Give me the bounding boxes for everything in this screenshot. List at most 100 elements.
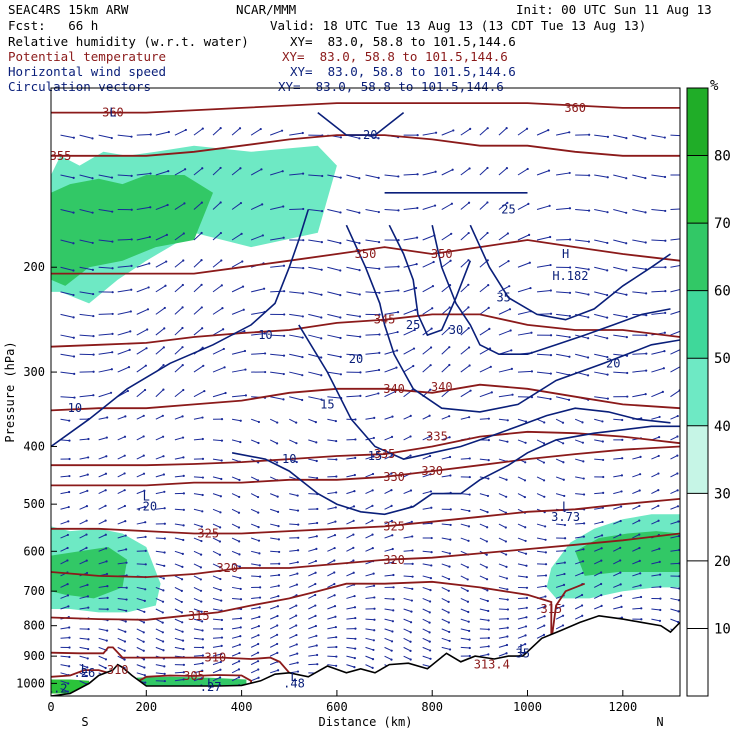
wind-vector [460,390,471,398]
wind-vector-head [295,421,298,424]
wind-vector [117,436,126,441]
wind-vector-head [683,208,685,210]
wind-vector [498,418,508,421]
wind-vector-head [429,657,432,660]
wind-vector-head [640,618,643,621]
wind-vector [441,129,454,136]
wind-vector-head [124,520,127,523]
wind-vector-head [166,203,169,207]
wind-vector [556,291,571,294]
wind-vector-head [163,306,166,310]
wind-vector [460,168,470,176]
wind-vector-head [467,620,470,623]
wind-vector-head [582,460,585,463]
wind-vector [575,548,584,552]
wind-vector-head [621,418,624,422]
wind-vector-head [180,611,184,614]
wind-vector-head [468,509,471,513]
colorbar-frame [686,87,709,697]
wind-vector [193,608,202,613]
wind-vector [289,353,303,358]
wind-vector [250,523,259,528]
wind-vector-head [450,202,453,205]
wind-vector [384,311,399,315]
wind-vector-head [220,418,224,421]
wind-vector [136,206,151,211]
wind-vector-head [525,127,529,130]
wind-vector [327,418,336,422]
theta-contour-label: 360 [102,106,124,120]
wind-vector-head [220,599,223,602]
wind-vector [632,174,646,179]
wind-vector-head [126,389,130,393]
wind-vector-head [430,536,433,540]
wind-vector-head [184,168,187,171]
wind-vector-head [542,461,546,464]
wind-vector-head [602,458,605,462]
wind-vector [517,310,532,315]
wind-vector-head [275,633,279,636]
wind-vector-head [428,631,431,634]
wind-vector-head [320,316,323,319]
wind-vector-head [524,526,527,529]
wind-vector-head [429,346,433,349]
wind-vector-head [529,286,532,290]
wind-vector [575,266,589,270]
wind-vector [498,260,509,268]
wind-vector [251,550,260,554]
wind-vector-head [315,441,318,444]
wind-vector-head [143,388,147,392]
wind-vector [422,655,431,660]
wind-vector [365,646,374,651]
wind-vector [212,575,221,580]
wind-vector-head [657,454,660,458]
wind-vector-head [104,519,107,522]
wind-vector [327,547,335,552]
theta-contour [51,383,680,412]
wind-vector-head [409,489,413,492]
wind-vector-head [106,596,109,600]
wind-vector-head [485,540,488,543]
wind-vector [60,594,69,599]
wind-vector-head [320,210,324,213]
wind-vector [517,550,527,555]
wind-vector [498,202,508,210]
theta-contour-label: 320 [383,553,405,567]
wind-vector [231,676,240,682]
wind-vector-head [335,458,338,461]
wind-vector-head [639,595,643,599]
wind-vector-head [486,231,489,235]
wind-vector-head [606,135,610,138]
wind-vector-head [239,598,243,601]
wind-vector [117,520,126,525]
wind-vector-head [315,634,318,637]
wind-vector [250,168,262,176]
wind-vector-head [302,267,305,270]
wind-vector-head [487,417,490,420]
wind-vector [422,234,435,241]
wind-vector [365,334,380,336]
wind-vector [174,233,185,241]
wind-vector-head [619,505,623,508]
wind-vector [136,664,145,668]
wind-vector-head [165,260,168,263]
wind-vector-head [411,575,414,578]
wind-vector [536,550,546,553]
wind-vector [117,265,132,268]
wind-vector [670,597,680,601]
wind-vector [136,506,145,510]
wind-vector [632,490,640,495]
wind-vector [479,328,490,336]
wind-vector-head [353,666,356,669]
wind-vector-head [378,291,381,294]
wind-vector-head [315,547,318,551]
colorbar-tick-label: 30 [714,486,731,502]
wind-vector-head [241,285,245,288]
wind-vector [556,523,566,526]
wind-vector-head [86,666,89,669]
wind-vector [231,127,241,136]
wind-vector [212,537,221,542]
wind-vector [384,608,394,611]
wind-vector [460,365,470,373]
wind-vector [79,209,93,214]
